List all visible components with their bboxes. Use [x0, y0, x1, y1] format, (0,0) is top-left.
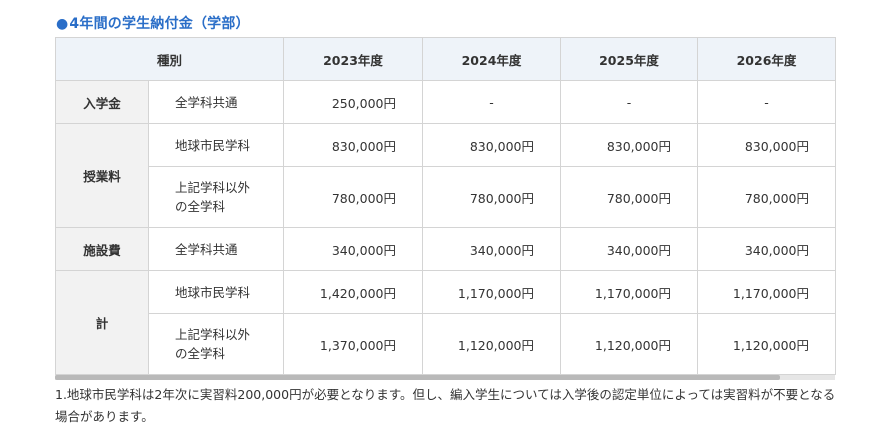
- section-title: ●4年間の学生納付金（学部）: [56, 13, 250, 33]
- table-cell: 340,000円: [422, 227, 562, 271]
- table-cell: 340,000円: [560, 227, 699, 271]
- table-cell: 830,000円: [560, 123, 699, 167]
- table-cell: 830,000円: [422, 123, 562, 167]
- row-header-total: 計: [55, 270, 149, 375]
- row-subheader-line: 上記学科以外: [175, 180, 251, 195]
- table-cell: 340,000円: [283, 227, 424, 271]
- table-row: 上記学科以外 の全学科 780,000円 780,000円 780,000円 7…: [56, 166, 837, 228]
- table-cell: -: [422, 80, 562, 124]
- table-cell: 780,000円: [697, 166, 837, 228]
- row-subheader: 全学科共通: [147, 80, 285, 124]
- footnote: 1.地球市民学科は2年次に実習料200,000円が必要となります。但し、編入学生…: [55, 387, 836, 424]
- row-subheader: 上記学科以外 の全学科: [147, 313, 285, 375]
- row-subheader: 上記学科以外 の全学科: [147, 166, 285, 228]
- table-header-row: 種別 2023年度 2024年度 2025年度 2026年度: [54, 37, 837, 81]
- table-cell: 1,120,000円: [697, 313, 837, 375]
- table-row: 入学金 全学科共通 250,000円 - - -: [55, 80, 837, 124]
- table-cell: 780,000円: [422, 166, 562, 228]
- row-subheader: 地球市民学科: [147, 270, 285, 314]
- table-row: 施設費 全学科共通 340,000円 340,000円 340,000円 340…: [55, 227, 837, 271]
- column-header-2026: 2026年度: [697, 37, 837, 81]
- table-row: 上記学科以外 の全学科 1,370,000円 1,120,000円 1,120,…: [56, 313, 837, 375]
- row-header-admission: 入学金: [55, 80, 149, 124]
- table-cell: 340,000円: [697, 227, 837, 271]
- scrollbar-thumb[interactable]: [55, 375, 780, 380]
- table-cell: 1,170,000円: [560, 270, 699, 314]
- table-cell: 1,170,000円: [697, 270, 837, 314]
- column-header-2024: 2024年度: [422, 37, 562, 81]
- table-cell: 1,420,000円: [283, 270, 424, 314]
- table-cell: 1,170,000円: [422, 270, 562, 314]
- table-cell: -: [697, 80, 837, 124]
- row-subheader: 地球市民学科: [147, 123, 285, 167]
- table-row: 授業料 地球市民学科 830,000円 830,000円 830,000円 83…: [55, 123, 837, 228]
- table-cell: 780,000円: [560, 166, 699, 228]
- column-header-2023: 2023年度: [283, 37, 424, 81]
- table-row: 計 地球市民学科 1,420,000円 1,170,000円 1,170,000…: [55, 270, 837, 375]
- fee-table: 種別 2023年度 2024年度 2025年度 2026年度 入学金 全学科共通…: [54, 37, 837, 375]
- column-header-type: 種別: [54, 37, 285, 81]
- horizontal-scrollbar[interactable]: [55, 375, 835, 380]
- table-cell: 1,120,000円: [560, 313, 699, 375]
- table-cell: 830,000円: [283, 123, 424, 167]
- row-header-tuition: 授業料: [55, 123, 149, 228]
- row-subheader: 全学科共通: [147, 227, 285, 271]
- row-subheader-line: 上記学科以外: [175, 327, 251, 342]
- column-header-2025: 2025年度: [560, 37, 699, 81]
- row-header-facility: 施設費: [55, 227, 149, 271]
- section-title-text: 4年間の学生納付金（学部）: [69, 16, 250, 32]
- row-subheader-line: の全学科: [175, 199, 226, 214]
- table-cell: 830,000円: [697, 123, 837, 167]
- bullet-icon: ●: [56, 16, 69, 32]
- table-cell: 1,370,000円: [283, 313, 424, 375]
- table-cell: 780,000円: [283, 166, 424, 228]
- row-subheader-line: の全学科: [175, 346, 226, 361]
- table-cell: 1,120,000円: [422, 313, 562, 375]
- table-cell: 250,000円: [283, 80, 424, 124]
- table-cell: -: [560, 80, 699, 124]
